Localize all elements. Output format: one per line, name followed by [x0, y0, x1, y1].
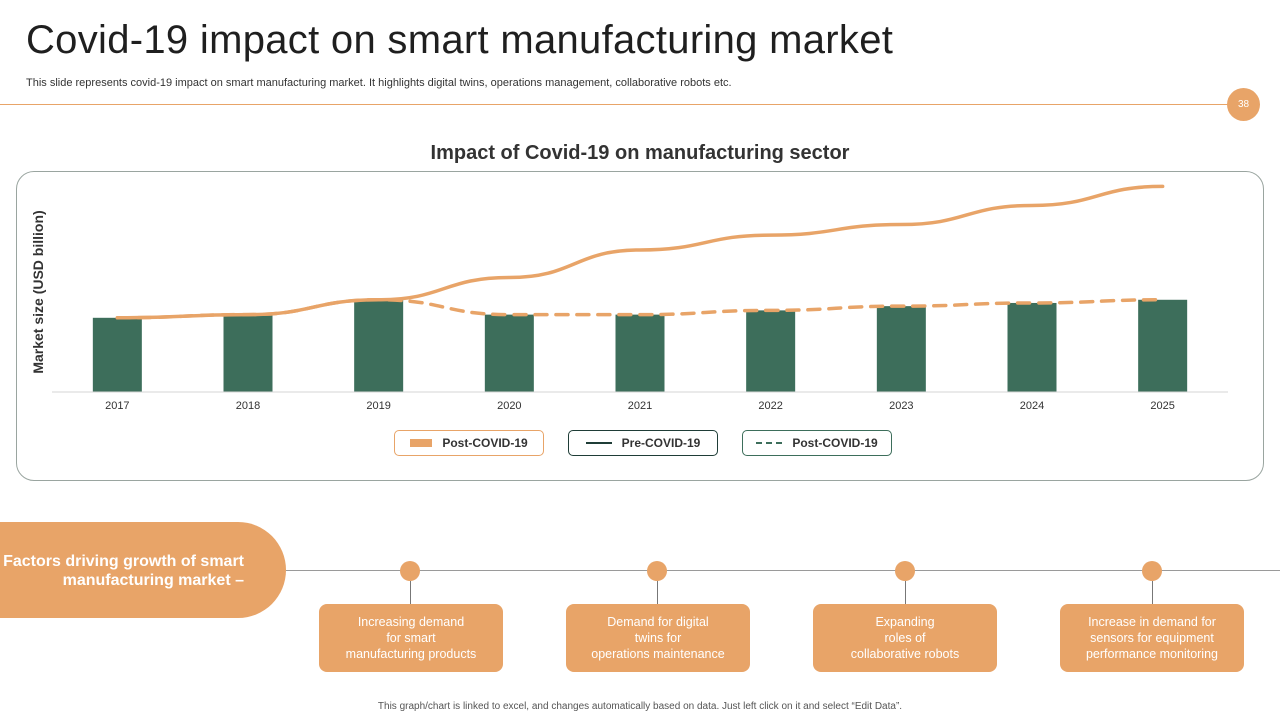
x-tick-label: 2022	[758, 400, 782, 412]
y-axis-label: Market size (USD billion)	[30, 210, 46, 373]
x-tick-label: 2021	[628, 400, 652, 412]
timeline-dot	[647, 561, 667, 581]
legend-label: Pre-COVID-19	[621, 436, 701, 450]
solid-line-series[interactable]	[115, 184, 1165, 320]
page-number-badge: 38	[1227, 88, 1260, 121]
bar-2017[interactable]	[92, 317, 142, 392]
legend-post-covid-dashed[interactable]: Post-COVID-19	[742, 430, 892, 456]
legend-swatch-line	[585, 442, 612, 444]
x-tick-label: 2017	[105, 400, 129, 412]
legend-swatch-dashed	[756, 442, 783, 444]
legend-label: Post-COVID-19	[442, 436, 528, 450]
legend-swatch-box	[410, 439, 433, 447]
page-subtitle: This slide represents covid-19 impact on…	[26, 77, 732, 89]
timeline-dot	[1142, 561, 1162, 581]
x-tick-label: 2025	[1150, 400, 1174, 412]
footnote: This graph/chart is linked to excel, and…	[377, 701, 903, 712]
factors-heading: Factors driving growth of smart manufact…	[3, 553, 244, 589]
factor-card-2: Demand for digital twins for operations …	[566, 604, 750, 672]
legend-pre-covid[interactable]: Pre-COVID-19	[568, 430, 718, 456]
bar-2018[interactable]	[223, 314, 273, 392]
timeline-connector	[1152, 581, 1153, 605]
bar-2019[interactable]	[354, 299, 404, 392]
factors-timeline	[286, 570, 1280, 571]
timeline-connector	[657, 581, 658, 605]
x-tick-label: 2019	[366, 400, 390, 412]
factor-card-4: Increase in demand for sensors for equip…	[1060, 604, 1244, 672]
chart-title: Impact of Covid-19 on manufacturing sect…	[430, 142, 850, 164]
factor-card-3: Expanding roles of collaborative robots	[813, 604, 997, 672]
bar-2025[interactable]	[1138, 299, 1188, 392]
x-tick-label: 2020	[497, 400, 521, 412]
factors-heading-pill: Factors driving growth of smart manufact…	[0, 522, 286, 618]
legend-post-covid-bar[interactable]: Post-COVID-19	[394, 430, 544, 456]
timeline-connector	[410, 581, 411, 605]
timeline-dot	[895, 561, 915, 581]
bar-2022[interactable]	[746, 310, 796, 392]
bar-2021[interactable]	[615, 314, 665, 392]
factor-card-1: Increasing demand for smart manufacturin…	[319, 604, 503, 672]
x-tick-label: 2018	[236, 400, 260, 412]
bar-2023[interactable]	[876, 306, 926, 392]
bar-2024[interactable]	[1007, 302, 1057, 392]
page-title: Covid-19 impact on smart manufacturing m…	[26, 18, 894, 62]
bar-2020[interactable]	[484, 314, 534, 392]
timeline-connector	[905, 581, 906, 605]
header-divider	[0, 104, 1240, 105]
legend-label: Post-COVID-19	[792, 436, 878, 450]
x-tick-label: 2023	[889, 400, 913, 412]
x-tick-label: 2024	[1020, 400, 1044, 412]
chart-frame[interactable]	[16, 171, 1264, 481]
timeline-dot	[400, 561, 420, 581]
